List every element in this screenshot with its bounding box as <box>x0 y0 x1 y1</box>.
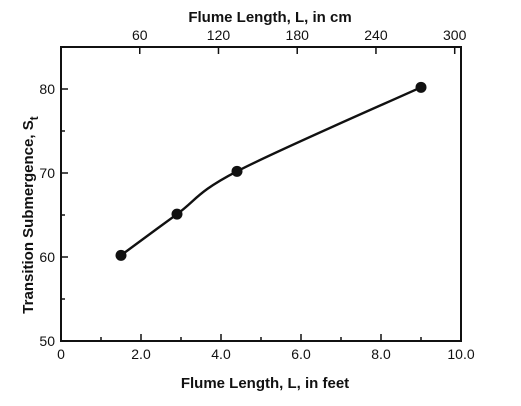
x-axis-title: Flume Length, L, in feet <box>181 375 349 392</box>
x-tick-labels: 0 2.0 4.0 6.0 8.0 10.0 <box>57 346 475 362</box>
x-tick-label: 8.0 <box>371 346 391 362</box>
x2-axis-title: Flume Length, L, in cm <box>188 9 351 26</box>
y-tick-label: 70 <box>39 165 55 181</box>
y-tick-label: 60 <box>39 249 55 265</box>
x2-tick-label: 60 <box>132 27 148 43</box>
y-tick-label: 80 <box>39 81 55 97</box>
x-tick-label: 2.0 <box>131 346 151 362</box>
data-point <box>415 81 427 93</box>
x2-tick-label: 120 <box>207 27 231 43</box>
y-tick-labels: 50 60 70 80 <box>39 81 55 349</box>
y-axis-title-subscript: t <box>27 116 41 120</box>
x2-tick-label: 300 <box>443 27 467 43</box>
x-tick-label: 6.0 <box>291 346 311 362</box>
x2-tick-label: 180 <box>286 27 310 43</box>
x-tick-label: 10.0 <box>447 346 474 362</box>
y-axis-title-main: Transition Submergence, S <box>20 120 37 313</box>
data-point <box>171 208 183 220</box>
data-point <box>231 165 243 177</box>
series-line <box>119 86 423 257</box>
x-tick-label: 4.0 <box>211 346 231 362</box>
plot-frame <box>60 46 462 342</box>
y-axis-title: Transition Submergence, St <box>20 116 41 313</box>
x-tick-label: 0 <box>57 346 65 362</box>
y-tick-label: 50 <box>39 333 55 349</box>
tick-marks <box>60 46 462 342</box>
x2-tick-label: 240 <box>364 27 388 43</box>
data-points <box>115 81 427 261</box>
data-point <box>115 249 127 261</box>
x2-tick-labels: 60 120 180 240 300 <box>132 27 467 43</box>
